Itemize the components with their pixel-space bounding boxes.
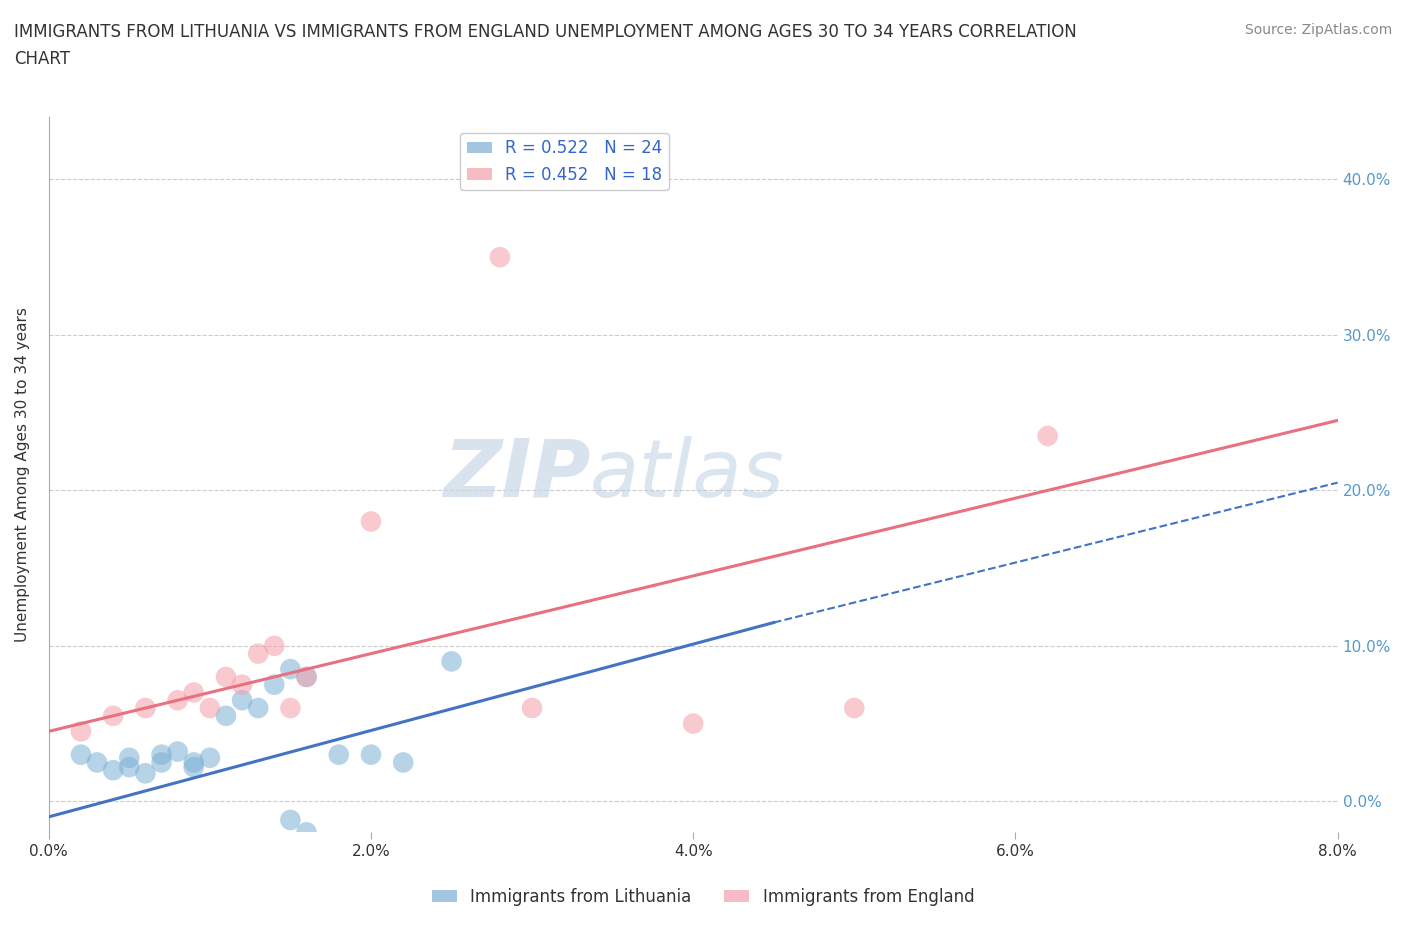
Point: [134, 766, 156, 781]
Point: [280, 813, 302, 828]
Point: [247, 646, 270, 661]
Point: [328, 747, 350, 762]
Point: [844, 700, 866, 715]
Point: [295, 825, 318, 840]
Point: [360, 747, 382, 762]
Point: [166, 744, 188, 759]
Point: [86, 755, 108, 770]
Text: Source: ZipAtlas.com: Source: ZipAtlas.com: [1244, 23, 1392, 37]
Point: [520, 700, 543, 715]
Point: [263, 638, 285, 653]
Text: atlas: atlas: [591, 436, 785, 514]
Point: [440, 654, 463, 669]
Point: [231, 693, 253, 708]
Point: [134, 700, 156, 715]
Legend: Immigrants from Lithuania, Immigrants from England: Immigrants from Lithuania, Immigrants fr…: [425, 881, 981, 912]
Point: [392, 755, 415, 770]
Point: [183, 755, 205, 770]
Legend: R = 0.522   N = 24, R = 0.452   N = 18: R = 0.522 N = 24, R = 0.452 N = 18: [460, 133, 669, 191]
Point: [682, 716, 704, 731]
Point: [183, 685, 205, 700]
Point: [215, 709, 238, 724]
Point: [247, 700, 270, 715]
Point: [215, 670, 238, 684]
Point: [280, 700, 302, 715]
Point: [198, 751, 221, 765]
Y-axis label: Unemployment Among Ages 30 to 34 years: Unemployment Among Ages 30 to 34 years: [15, 308, 30, 643]
Point: [118, 760, 141, 775]
Point: [489, 250, 512, 265]
Point: [118, 751, 141, 765]
Point: [231, 677, 253, 692]
Point: [295, 670, 318, 684]
Point: [150, 755, 173, 770]
Point: [263, 677, 285, 692]
Point: [166, 693, 188, 708]
Point: [150, 747, 173, 762]
Point: [183, 760, 205, 775]
Point: [70, 724, 93, 738]
Point: [103, 709, 125, 724]
Text: IMMIGRANTS FROM LITHUANIA VS IMMIGRANTS FROM ENGLAND UNEMPLOYMENT AMONG AGES 30 : IMMIGRANTS FROM LITHUANIA VS IMMIGRANTS …: [14, 23, 1077, 68]
Point: [1036, 429, 1059, 444]
Point: [103, 763, 125, 777]
Point: [295, 670, 318, 684]
Point: [360, 514, 382, 529]
Text: ZIP: ZIP: [443, 436, 591, 514]
Point: [70, 747, 93, 762]
Point: [280, 662, 302, 677]
Point: [198, 700, 221, 715]
